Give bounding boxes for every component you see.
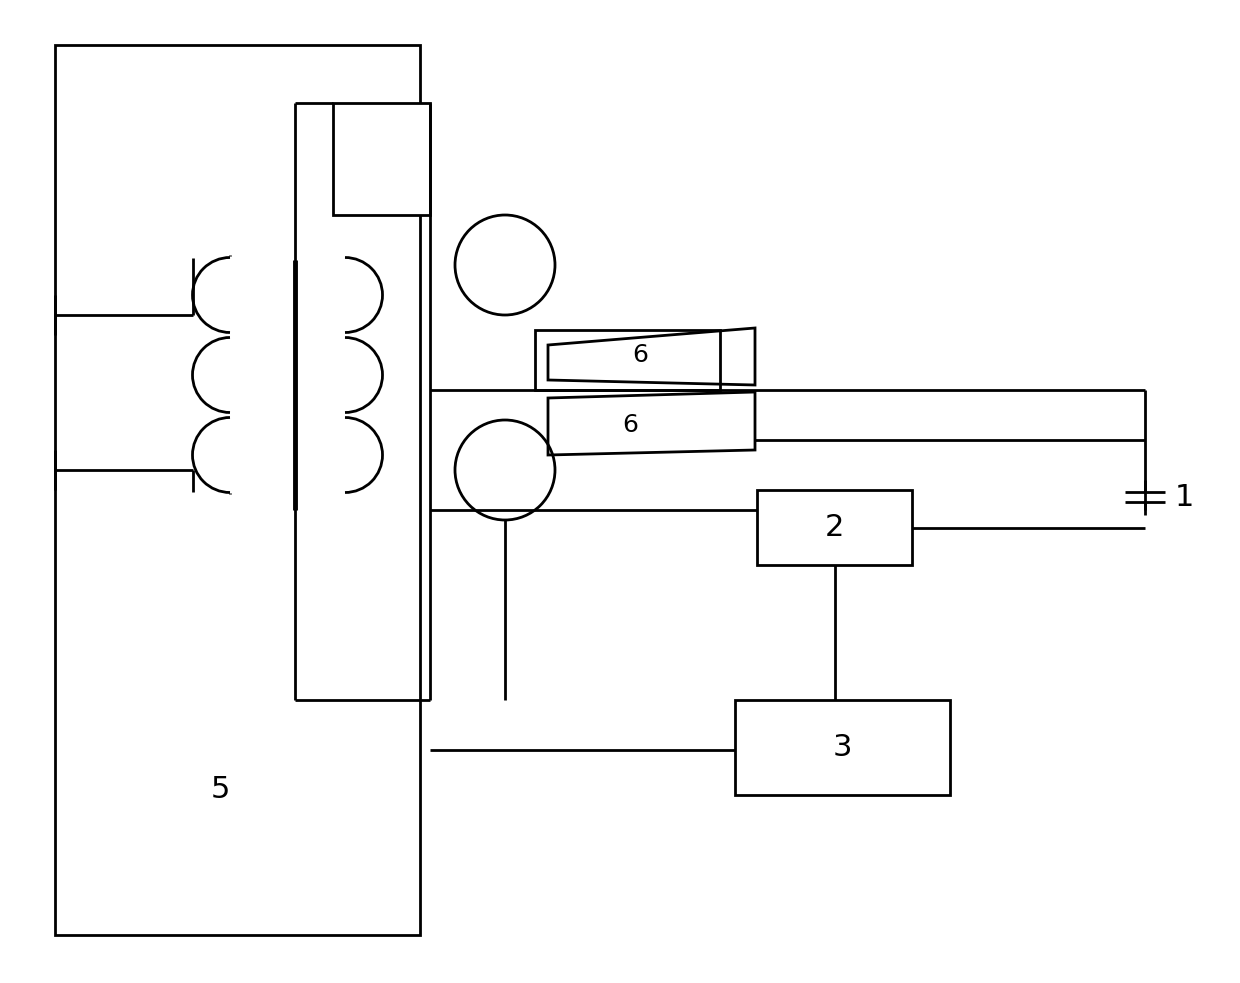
Bar <box>334 103 430 215</box>
Text: 5: 5 <box>211 776 229 804</box>
Text: 6: 6 <box>632 343 649 367</box>
Text: 1: 1 <box>1176 483 1194 511</box>
Text: 6: 6 <box>622 413 639 437</box>
Text: 3: 3 <box>833 733 852 762</box>
Bar <box>756 490 911 565</box>
Bar <box>735 700 950 795</box>
Text: 2: 2 <box>825 513 844 542</box>
Bar <box>55 45 420 935</box>
